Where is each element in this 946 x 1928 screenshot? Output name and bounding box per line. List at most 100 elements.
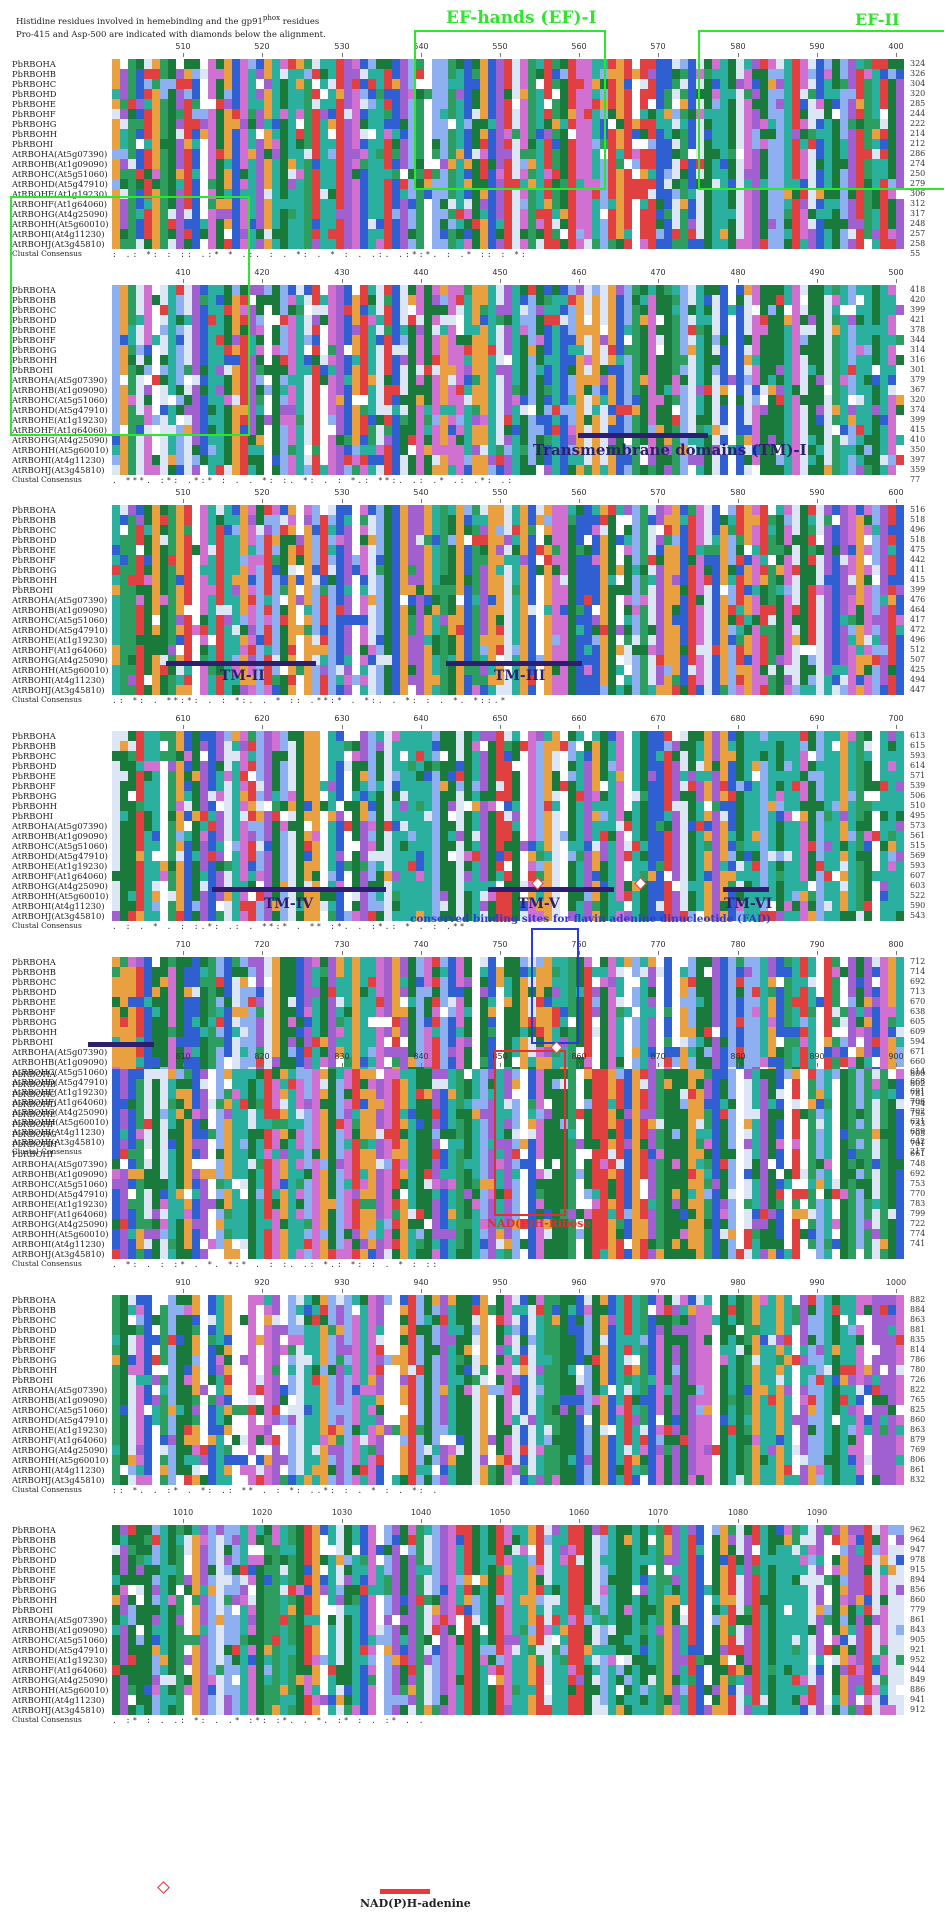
sequence-name: AtRBOHE(At1g19230) [12, 415, 108, 425]
tick-mark [342, 951, 343, 955]
tick-mark [342, 1063, 343, 1067]
position-tick: 500 [888, 268, 904, 277]
sequence-name: AtRBOHI(At4g11230) [12, 675, 105, 685]
position-tick: 780 [730, 940, 746, 949]
tick-mark [658, 1519, 659, 1523]
sequence-name: AtRBOHI(At4g11230) [12, 901, 105, 911]
sequence-name: PbRBOHI [12, 585, 54, 595]
sequence-name: PbRBOHF [12, 1345, 56, 1355]
sequence-name: AtRBOHE(At1g19230) [12, 1655, 108, 1665]
position-ruler: 810 820 830 840 850 860 870 880 890 900 [112, 1052, 904, 1068]
end-position: 420 [910, 295, 926, 304]
end-position: 692 [910, 977, 926, 986]
position-tick: 650 [492, 714, 508, 723]
end-position: 770 [910, 1189, 926, 1198]
end-position: 515 [910, 841, 926, 850]
sequence-name: PbRBOHD [12, 1099, 57, 1109]
sequence-name: AtRBOHG(At4g25090) [12, 1219, 108, 1229]
tick-mark [817, 53, 818, 57]
end-position: 882 [910, 1295, 926, 1304]
end-position: 314 [910, 345, 926, 354]
tick-mark [342, 279, 343, 283]
position-tick: 700 [888, 714, 904, 723]
sequence-name: PbRBOHI [12, 811, 54, 821]
position-tick: 730 [334, 940, 350, 949]
position-tick: 820 [254, 1052, 270, 1061]
sequence-name: AtRBOHB(At1g09090) [12, 1625, 108, 1635]
end-position: 543 [910, 911, 926, 920]
tick-mark [500, 279, 501, 283]
sequence-name: PbRBOHG [12, 791, 57, 801]
tick-mark [817, 279, 818, 283]
position-tick: 670 [650, 714, 666, 723]
end-position: 779 [910, 1605, 926, 1614]
nadph-adenine-bar [380, 1889, 430, 1894]
end-position: 952 [910, 1655, 926, 1664]
tick-mark [421, 725, 422, 729]
end-position: 860 [910, 1415, 926, 1424]
position-tick: 970 [650, 1278, 666, 1287]
position-tick: 550 [492, 42, 508, 51]
sequence-name: AtRBOHG(At4g25090) [12, 435, 108, 445]
sequence-name: PbRBOHF [12, 335, 56, 345]
figure-note-line-1: Histidine residues involved in hemebindi… [16, 14, 320, 27]
tick-mark [658, 499, 659, 503]
position-tick: 410 [175, 268, 191, 277]
end-position: 304 [910, 79, 926, 88]
position-ruler: 510 520 530 540 550 560 570 580 590 400 [112, 42, 904, 58]
position-tick: 590 [809, 488, 825, 497]
consensus-label: Clustal Consensus [12, 1715, 82, 1724]
sequence-name: PbRBOHF [12, 1119, 56, 1129]
tick-mark [817, 725, 818, 729]
tick-mark [738, 53, 739, 57]
end-position: 279 [910, 179, 926, 188]
consensus-label: Clustal Consensus [12, 475, 82, 484]
tick-mark [896, 1063, 897, 1067]
consensus-symbols: . : . * . : :.*: .: . **:* . ** :*. . :*… [112, 922, 467, 931]
position-tick: 980 [730, 1278, 746, 1287]
alignment-cells [112, 1525, 904, 1715]
end-position: 753 [910, 1179, 926, 1188]
end-position: 712 [910, 957, 926, 966]
position-tick: 400 [888, 42, 904, 51]
end-position: 621 [910, 1117, 926, 1126]
nadph-ribose-label: NAD(P)H-Ribose [487, 1217, 591, 1230]
sequence-name: AtRBOHB(At1g09090) [12, 831, 108, 841]
tick-mark [500, 499, 501, 503]
sequence-name: PbRBOHC [12, 1545, 57, 1555]
alignment-grid [112, 1295, 904, 1485]
consensus-label: Clustal Consensus [12, 695, 82, 704]
position-tick: 480 [730, 268, 746, 277]
tick-mark [262, 1519, 263, 1523]
end-position: 472 [910, 625, 926, 634]
sequence-name: PbRBOHB [12, 515, 56, 525]
sequence-name: AtRBOHI(At4g11230) [12, 1695, 105, 1705]
end-position: 573 [910, 821, 926, 830]
position-tick: 930 [334, 1278, 350, 1287]
end-position: 518 [910, 535, 926, 544]
tick-mark [183, 499, 184, 503]
sequence-name: PbRBOHA [12, 505, 56, 515]
position-tick: 1000 [885, 1278, 907, 1287]
end-position: 863 [910, 1315, 926, 1324]
end-position: 689 [910, 1127, 926, 1136]
position-tick: 540 [413, 488, 429, 497]
sequence-name: AtRBOHJ(At3g45810) [12, 911, 105, 921]
alignment-cells [112, 731, 904, 921]
end-position: 374 [910, 405, 926, 414]
tick-mark [658, 1063, 659, 1067]
position-tick: 800 [888, 940, 904, 949]
sequence-name: AtRBOHI(At4g11230) [12, 1465, 105, 1475]
sequence-name: PbRBOHH [12, 355, 58, 365]
tick-mark [421, 53, 422, 57]
end-position: 941 [910, 1695, 926, 1704]
end-position: 214 [910, 129, 926, 138]
position-tick: 1010 [172, 1508, 194, 1517]
tick-mark [183, 1289, 184, 1293]
sequence-name: PbRBOHB [12, 741, 56, 751]
sequence-name: PbRBOHD [12, 89, 57, 99]
tick-mark [579, 53, 580, 57]
sequence-name: AtRBOHD(At5g47910) [12, 1645, 108, 1655]
sequence-name: AtRBOHE(At1g19230) [12, 1199, 108, 1209]
sequence-name: AtRBOHF(At1g64060) [12, 871, 107, 881]
